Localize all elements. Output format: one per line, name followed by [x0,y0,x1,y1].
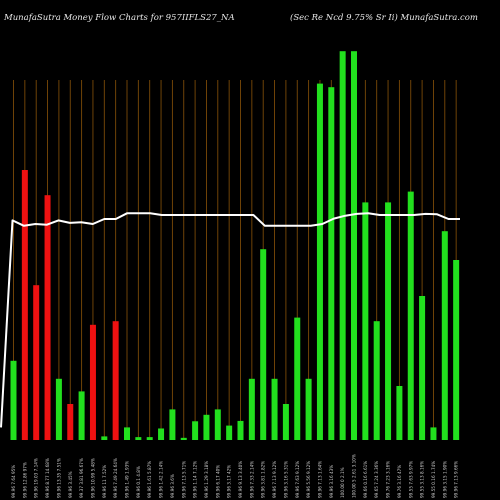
x-tick-label: 99.96 3.16 43% [329,465,334,498]
flow-bar [214,409,221,440]
flow-bar [89,324,96,440]
x-tick-label: 99.96 12.86 97% [22,462,27,498]
flow-bar [112,321,119,440]
x-tick-label: 99.55 3.13 8.16% [420,461,425,498]
flow-bar [237,420,244,440]
x-tick-label: 99.96 7.13 9.12% [272,461,277,498]
x-tick-label: 99.96 7.49 24.64% [113,458,118,498]
flow-bar [362,202,369,440]
x-tick-label: 99.96 7.13 5.71% [181,461,186,498]
x-tick-label: 99.96 19.03 7.14% [34,458,39,498]
x-tick-label: 99.96 7.13 1.64% [317,461,322,498]
flow-bar [396,386,403,440]
flow-bar [146,437,153,440]
flow-bar [55,378,62,440]
flow-bar [158,428,165,440]
x-tick-label: 99.96 5.56 9.12% [306,461,311,498]
flow-bar [226,425,233,440]
flow-bar [305,378,312,440]
x-tick-label: 99.76 7.23 3.16% [386,461,391,498]
flow-bar [351,51,357,440]
flow-bar [316,83,323,440]
x-tick-label: 99.55 0.16 1.74% [431,461,436,498]
x-tick-label: 99.96 3.15 1.90% [442,461,447,498]
flow-bar [385,202,392,440]
flow-bar [33,285,40,440]
x-tick-label: 100.00 5 2.61 3.10% [352,454,357,498]
money-flow-line [0,212,460,428]
flow-bar [373,321,380,440]
x-tick-label: 99.96 3.16 5.31% [283,461,288,498]
x-tick-label: 99.96 7.33 2.14% [249,461,254,498]
flow-bar [441,231,448,440]
x-tick-label: 99.96 3.45% [68,471,73,498]
x-tick-label: 99.96 0.1 4.8% [136,466,141,498]
flow-bar [294,317,301,440]
x-tick-label: 99.96 3.17 42% [227,465,232,498]
x-tick-label: 99.96 9.13 3.40% [238,461,243,498]
x-tick-label: 99.96 6.17 40% [215,465,220,498]
flow-bar [328,87,335,440]
flow-bar [44,195,51,440]
x-tick-label: 99.55 7.63 9.97% [408,461,413,498]
flow-bar [101,436,108,440]
x-tick-label: 99.96 7.64 95% [11,465,16,498]
x-tick-label: 99.96 3.81 1.82% [261,461,266,498]
flow-bars [10,51,460,440]
x-tick-label: 99.96 1.29 3.18% [204,461,209,498]
chart-header-right: (Sec Re Ncd 9.75% Sr Ii) MunafaSutra.com [290,12,478,23]
flow-bar [453,260,460,440]
flow-bar [271,378,278,440]
flow-bar [419,296,426,440]
flow-bar [124,427,130,440]
flow-bar [339,51,346,440]
flow-bar [135,437,142,440]
flow-bar [192,421,199,440]
flow-bar [407,191,414,440]
x-tick-label: 99.96 1.61 5.87% [147,461,152,498]
x-tick-labels: 99.96 7.64 95% 99.96 12.86 97% 99.96 19.03… [11,454,459,498]
flow-bar [10,360,17,440]
x-tick-label: 99.96 7.63 9.12% [295,461,300,498]
x-tick-label: 99.96 1.49 1.93% [125,461,130,498]
x-tick-label: 99.66 0.16 6.61% [363,461,368,498]
flow-bar [67,404,74,440]
flow-bar [248,378,255,440]
flow-bar [430,427,437,440]
x-tick-label: 99.96 8.77 14.68% [45,458,50,498]
x-tick-label: 99.65 7.24 3.36% [374,461,379,498]
flow-bar [21,170,28,440]
flow-bar [180,437,187,440]
flow-bar [169,409,176,440]
x-tick-label: 99.96 11 7.52% [102,465,107,498]
x-tick-label: 99.37 3.81 96.67% [79,458,84,498]
x-tick-label: 99.96 10.99 5.48% [90,458,95,498]
flow-bar [78,391,85,440]
flow-bar [203,414,210,440]
x-tick-label: 99.96 3.6% [170,474,175,498]
x-tick-label: 99.96 1.14 7.12% [193,461,198,498]
x-tick-label: 99.96 1.42 2.14% [159,461,164,498]
x-tick-label: 99.96 13.35 7.51% [56,458,61,498]
x-tick-label: 100.00 0 2.1% [340,467,345,498]
x-tick-label: 99.96 7.13 9.66% [454,461,459,498]
chart-header-left: MunafaSutra Money Flow Charts for 957IIF… [3,13,235,23]
flow-bar [260,249,267,440]
x-tick-label: 99.76 3.16 47% [397,465,402,498]
flow-bar [282,404,289,440]
